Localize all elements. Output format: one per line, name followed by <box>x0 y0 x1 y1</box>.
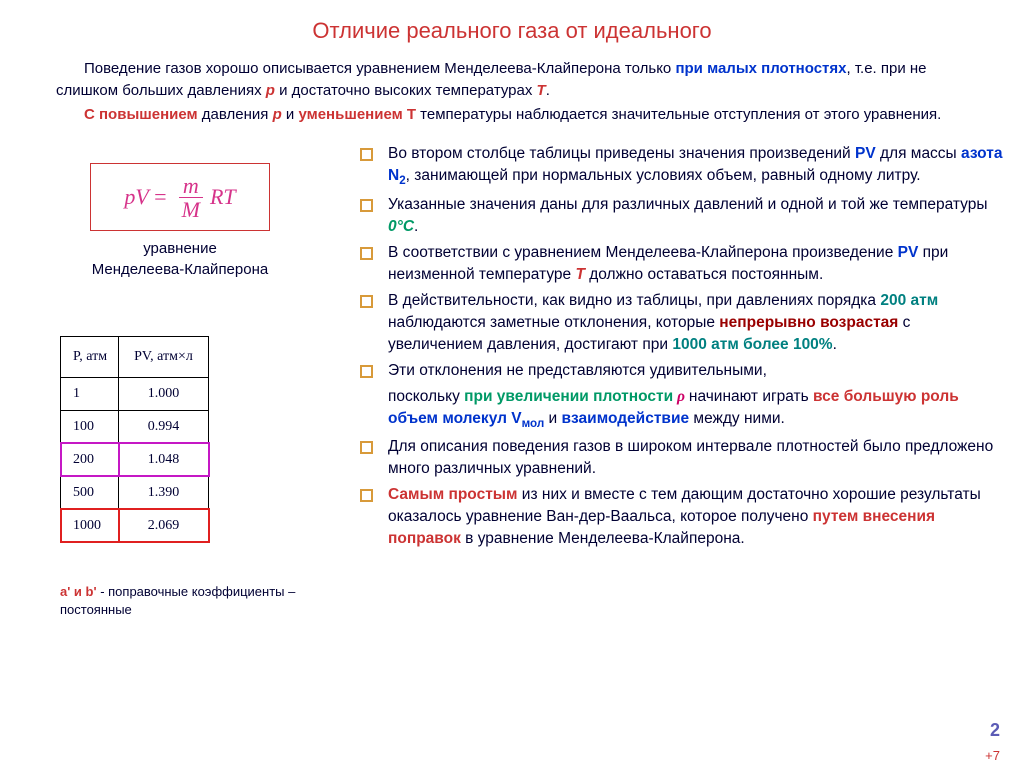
subscript: мол <box>522 417 545 430</box>
list-item: В соответствии с уравнением Менделеева-К… <box>388 242 1004 286</box>
formula-box: pV = m M RT <box>90 163 270 231</box>
text: и <box>544 410 561 427</box>
text: Для описания поведения газов в широком и… <box>388 438 993 477</box>
list-item: Во втором столбце таблицы приведены знач… <box>388 143 1004 190</box>
text: для массы <box>876 145 961 162</box>
cell: 1.048 <box>119 443 209 476</box>
text: . <box>414 218 418 235</box>
var-p: p <box>266 82 275 99</box>
cell: 2.069 <box>119 509 209 542</box>
text: В действительности, как видно из таблицы… <box>388 292 880 309</box>
numerator: m <box>179 174 203 198</box>
cell: 0.994 <box>119 410 209 443</box>
data-table-wrap: P, атм PV, атм×л 11.000 1000.994 2001.04… <box>40 336 320 543</box>
text: и достаточно высоких температурах <box>275 82 537 99</box>
cell: 200 <box>61 443 119 476</box>
decrease-T: уменьшением T <box>298 106 416 123</box>
text: объем молекул V <box>388 410 522 427</box>
pv: PV <box>855 145 876 162</box>
cell: 500 <box>61 476 119 509</box>
cell: 1.390 <box>119 476 209 509</box>
text: Указанные значения даны для различных да… <box>388 196 988 213</box>
list-item: Для описания поведения газов в широком и… <box>388 436 1004 480</box>
coefficients-note: a' и b' - поправочные коэффициенты – пос… <box>40 583 320 619</box>
table-row-highlighted: 10002.069 <box>61 509 209 542</box>
text: , занимающей при нормальных условиях объ… <box>406 167 921 184</box>
text: давления <box>198 106 273 123</box>
cell: 100 <box>61 410 119 443</box>
temperature: 0°C <box>388 218 414 235</box>
simplest: Самым простым <box>388 486 518 503</box>
col-pressure: P, атм <box>61 336 119 377</box>
text: должно оставаться постоянным. <box>585 266 823 283</box>
page-number: 2 <box>990 720 1000 741</box>
list-item: Эти отклонения не представляются удивите… <box>388 360 1004 382</box>
var-T: T <box>575 266 584 283</box>
text: в уравнение Менделеева-Клайперона. <box>461 530 745 547</box>
text: и <box>282 106 299 123</box>
fraction: m M <box>178 174 204 221</box>
table-header-row: P, атм PV, атм×л <box>61 336 209 377</box>
page-title: Отличие реального газа от идеального <box>0 0 1024 58</box>
table-row: 5001.390 <box>61 476 209 509</box>
text: начинают играть <box>689 388 813 405</box>
table-row-highlighted: 2001.048 <box>61 443 209 476</box>
1000atm: 1000 атм более 100% <box>672 336 832 353</box>
text: Поведение газов хорошо описывается уравн… <box>84 60 675 77</box>
left-column: pV = m M RT уравнение Менделеева-Клайпер… <box>40 143 320 619</box>
cell: 1.000 <box>119 377 209 410</box>
density-increase: при увеличении плотности <box>464 388 673 405</box>
caption-line1: уравнение <box>143 240 217 257</box>
bigger-role: все большую роль <box>813 388 959 405</box>
plus7-label: +7 <box>985 748 1000 763</box>
formula-pV: pV <box>124 184 148 210</box>
text: между ними. <box>689 410 785 427</box>
formula-caption: уравнение Менделеева-Клайперона <box>40 239 320 280</box>
text: . <box>546 82 550 99</box>
text: температуры наблюдается значительные отс… <box>416 106 941 123</box>
molecule-volume: объем молекул Vмол <box>388 410 544 427</box>
intro-p2: С повышением давления p и уменьшением T … <box>56 104 984 126</box>
right-column: Во втором столбце таблицы приведены знач… <box>320 143 1004 619</box>
var-T: T <box>537 82 546 99</box>
main-columns: pV = m M RT уравнение Менделеева-Клайпер… <box>0 127 1024 619</box>
list-item: Указанные значения даны для различных да… <box>388 194 1004 238</box>
caption-line2: Менделеева-Клайперона <box>92 261 268 278</box>
pv-table: P, атм PV, атм×л 11.000 1000.994 2001.04… <box>60 336 209 543</box>
table-row: 1000.994 <box>61 410 209 443</box>
list-item: В действительности, как видно из таблицы… <box>388 290 1004 356</box>
equals-sign: = <box>153 184 168 210</box>
cell: 1000 <box>61 509 119 542</box>
cell: 1 <box>61 377 119 410</box>
denominator: M <box>178 198 204 221</box>
list-item-continuation: поскольку при увеличении плотности ρ нач… <box>388 386 1004 433</box>
200atm: 200 атм <box>880 292 938 309</box>
growing: непрерывно возрастая <box>719 314 898 331</box>
text: В соответствии с уравнением Менделеева-К… <box>388 244 898 261</box>
bullet-list: Во втором столбце таблицы приведены знач… <box>360 143 1004 550</box>
interaction: взаимодействие <box>562 410 690 427</box>
text: наблюдаются заметные отклонения, которые <box>388 314 719 331</box>
text: Эти отклонения не представляются удивите… <box>388 362 767 379</box>
intro-block: Поведение газов хорошо описывается уравн… <box>0 58 1024 125</box>
list-item: Самым простым из них и вместе с тем дающ… <box>388 484 1004 550</box>
rho-symbol: ρ <box>673 388 689 405</box>
table-row: 11.000 <box>61 377 209 410</box>
text: Во втором столбце таблицы приведены знач… <box>388 145 855 162</box>
formula-RT: RT <box>210 184 236 210</box>
text: поскольку <box>388 388 464 405</box>
pv: PV <box>898 244 919 261</box>
text: . <box>833 336 837 353</box>
increase: С повышением <box>84 106 198 123</box>
coef-ab: a' и b' <box>60 584 97 599</box>
var-p: p <box>273 106 282 123</box>
col-pv: PV, атм×л <box>119 336 209 377</box>
intro-p1: Поведение газов хорошо описывается уравн… <box>56 58 984 102</box>
low-density: при малых плотностях <box>675 60 846 77</box>
